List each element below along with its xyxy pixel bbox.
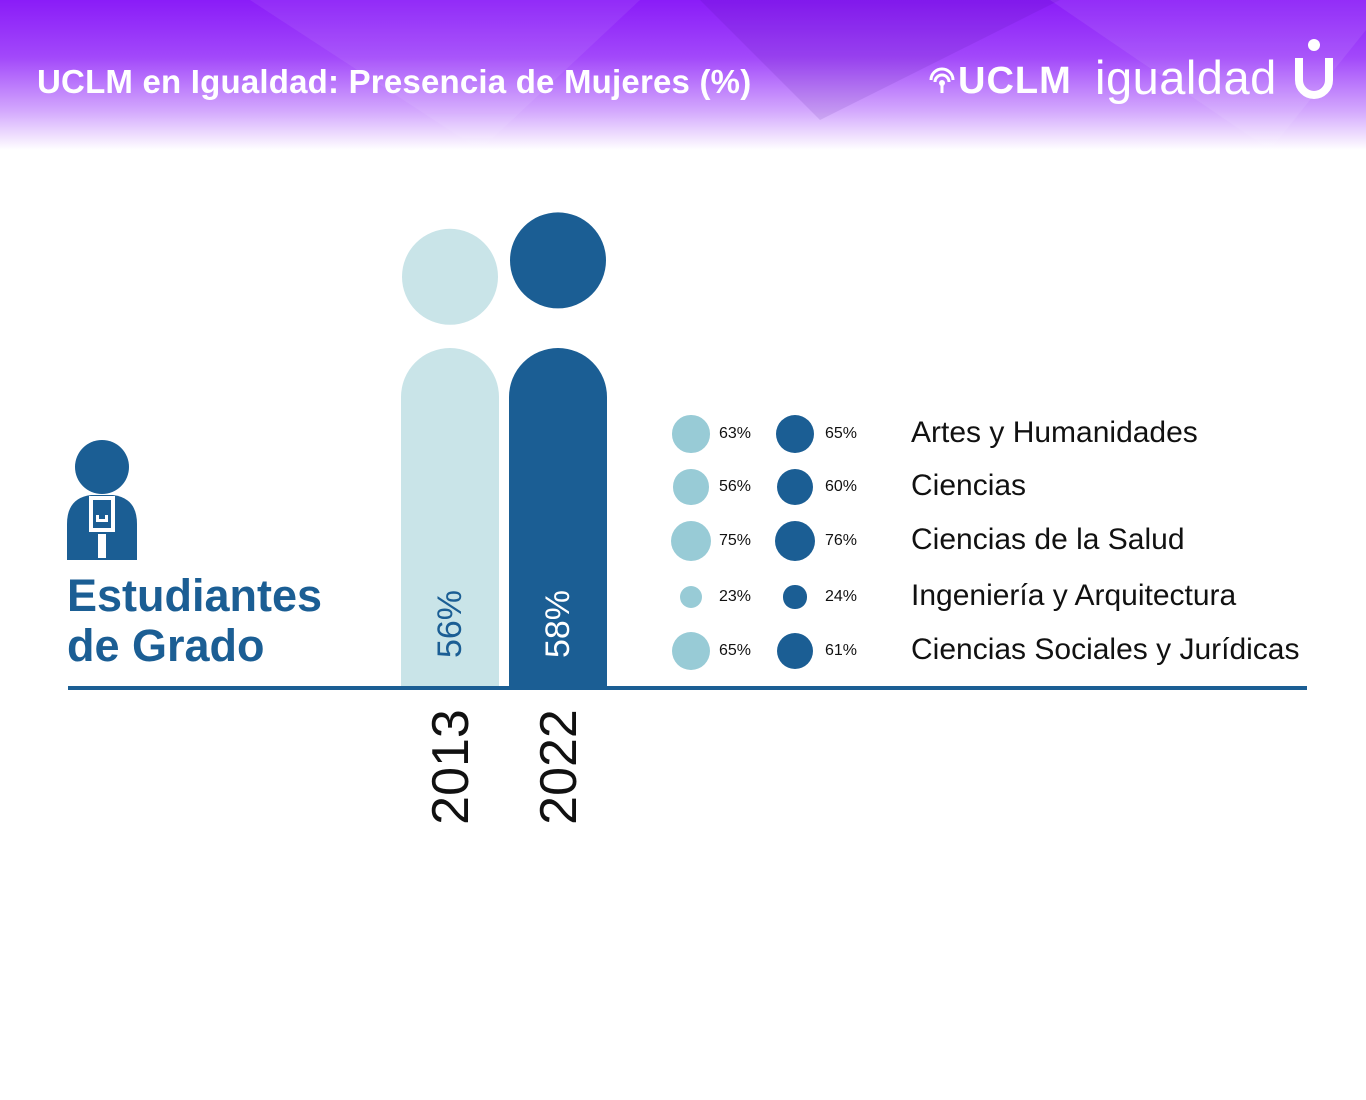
person-bar-2013 (401, 228, 499, 688)
field-name: Ingeniería y Arquitectura (911, 579, 1237, 612)
section-title: Estudiantes de Grado (67, 571, 322, 671)
banner-decoration (1050, 0, 1366, 150)
section-title-line1: Estudiantes (67, 570, 323, 621)
field-name: Artes y Humanidades (911, 416, 1198, 449)
pct-label-2013: 65% (719, 642, 752, 659)
field-row: 75% 76% Ciencias de la Salud (0, 520, 1366, 562)
dot-2013 (672, 632, 710, 670)
year-label: 2013 (422, 709, 480, 825)
dot-2013 (679, 585, 703, 609)
person-body (401, 348, 499, 688)
pct-label-2022: 65% (825, 425, 858, 442)
person-head (510, 212, 606, 309)
dot-2013 (673, 469, 709, 505)
year-label: 2022 (530, 709, 588, 825)
person-head (402, 228, 498, 325)
section-title-line2: de Grado (67, 620, 265, 671)
dot-2022 (776, 415, 814, 453)
dot-2022 (774, 520, 816, 562)
banner-decoration (700, 0, 1060, 120)
pct-label-2013: 75% (719, 532, 752, 549)
logo-thin-text: igualdad (1095, 51, 1277, 104)
pct-label-2022: 61% (825, 642, 858, 659)
u-logo-icon (1295, 39, 1333, 99)
banner-decoration (250, 0, 640, 150)
header-banner: UCLM en Igualdad: Presencia de Mujeres (… (0, 0, 1366, 150)
field-name: Ciencias de la Salud (911, 523, 1185, 556)
page-title: UCLM en Igualdad: Presencia de Mujeres (… (37, 63, 752, 100)
field-name: Ciencias Sociales y Jurídicas (911, 633, 1300, 666)
uclm-igualdad-logo: UCLM igualdad (928, 38, 1338, 110)
dot-2022 (776, 468, 814, 506)
pct-label-2022: 76% (825, 532, 858, 549)
broadcast-icon (929, 67, 955, 93)
dot-2022 (776, 632, 814, 670)
field-row: 23% 24% Ingeniería y Arquitectura (0, 577, 1366, 617)
logo-bold-text: UCLM (958, 60, 1072, 102)
pct-label-2022: 60% (825, 478, 858, 495)
person-bar-2022 (509, 212, 607, 688)
field-name: Ciencias (911, 469, 1027, 502)
dot-2022 (783, 585, 807, 609)
baseline (68, 686, 1307, 690)
pct-label-2013: 56% (719, 478, 752, 495)
pct-label-2013: 63% (719, 425, 752, 442)
field-row: 65% 61% Ciencias Sociales y Jurídicas (0, 631, 1366, 671)
dot-2013 (670, 520, 712, 562)
pct-label-2022: 24% (825, 588, 858, 605)
field-row: 63% 65% Artes y Humanidades (0, 414, 1366, 454)
dot-2013 (672, 415, 710, 453)
pct-label-2013: 23% (719, 588, 752, 605)
field-row: 56% 60% Ciencias (0, 467, 1366, 507)
student-icon (67, 440, 137, 560)
person-body (509, 348, 607, 688)
